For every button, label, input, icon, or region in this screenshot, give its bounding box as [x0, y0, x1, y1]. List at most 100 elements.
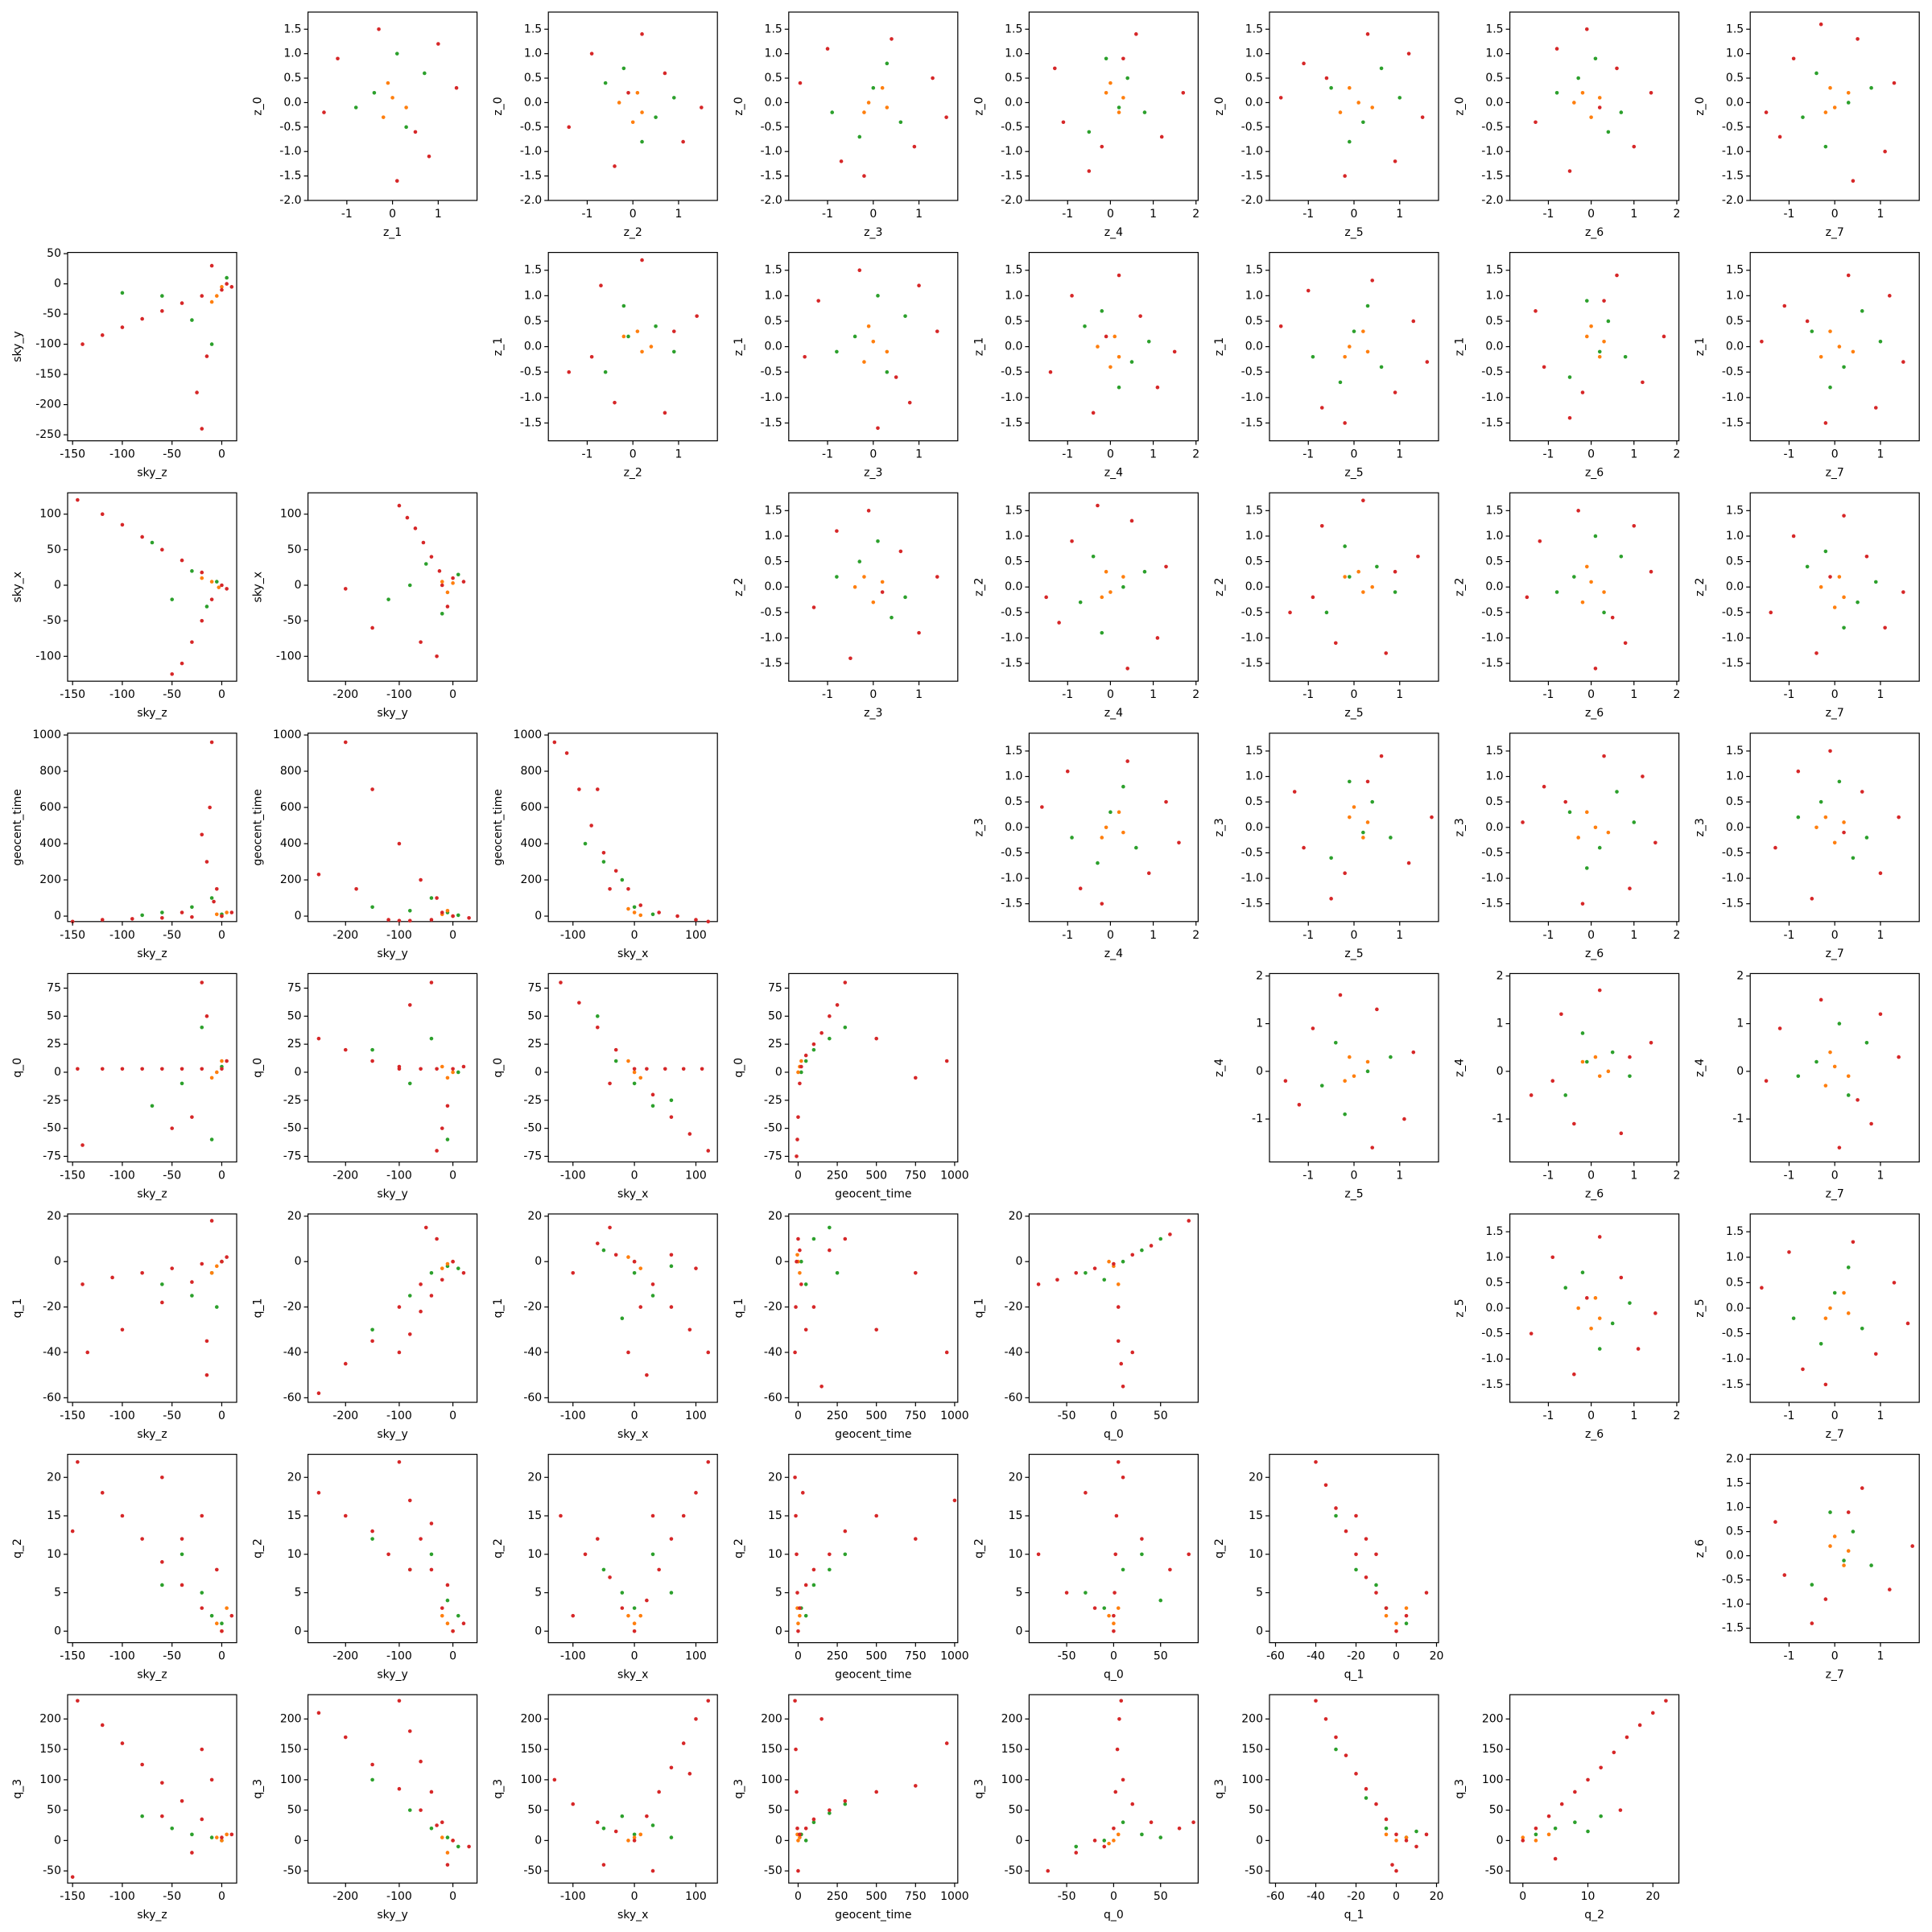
y-tick-label: -50: [764, 1864, 782, 1877]
point: [390, 96, 394, 100]
point: [567, 369, 572, 374]
point: [1146, 871, 1151, 876]
point: [1597, 105, 1602, 109]
point: [1125, 759, 1129, 763]
y-axis-label: z_4: [1694, 1059, 1707, 1077]
point: [1818, 22, 1823, 27]
y-tick-label: -2.0: [1481, 194, 1503, 207]
point: [1593, 534, 1598, 539]
point: [811, 605, 816, 609]
y-tick-label: 2: [1736, 969, 1744, 982]
point: [599, 283, 603, 288]
point: [343, 1047, 348, 1052]
x-tick-label: 750: [905, 1890, 927, 1903]
point: [1087, 130, 1092, 134]
y-tick-label: -1.5: [1241, 898, 1263, 910]
point: [799, 1064, 803, 1069]
y-tick-label: -50: [764, 1122, 782, 1135]
y-tick-label: -1: [1252, 1113, 1263, 1125]
y-tick-label: 0.0: [1005, 96, 1022, 109]
y-tick-label: 50: [527, 1804, 542, 1817]
point: [1810, 1583, 1814, 1587]
y-axis-label: z_0: [972, 97, 985, 115]
axes-frame: [67, 733, 237, 923]
y-tick-label: 50: [287, 1804, 302, 1817]
subplot: -1 0 1 2-2.0-1.5-1.0-0.50.00.51.01.5z_4z_0: [972, 11, 1199, 239]
point: [1791, 534, 1796, 539]
point: [1602, 339, 1606, 344]
point: [1052, 66, 1057, 71]
point: [407, 1498, 412, 1503]
y-axis-label: z_0: [492, 97, 505, 115]
y-tick-label: -1.0: [1481, 631, 1503, 644]
point: [794, 1305, 798, 1309]
y-tick-label: 100: [39, 1773, 61, 1786]
point: [440, 910, 444, 914]
y-tick-label: 1.0: [765, 530, 782, 543]
y-tick-label: -1.0: [760, 391, 782, 404]
point: [1168, 1567, 1172, 1572]
point: [1394, 1868, 1398, 1873]
y-tick-label: 400: [39, 837, 61, 850]
x-tick-label: -1: [1302, 688, 1314, 701]
point: [170, 1126, 175, 1130]
x-tick-label: 0: [1393, 1650, 1400, 1663]
subplot: -1 0 1-1.5-1.0-0.50.00.51.01.5z_7z_1: [1694, 252, 1920, 480]
point: [793, 1475, 797, 1480]
point: [706, 919, 711, 924]
y-axis-label: geocent_time: [252, 789, 265, 865]
y-tick-label: -25: [764, 1094, 782, 1107]
y-tick-label: 0.0: [283, 96, 301, 109]
point: [1597, 1316, 1602, 1320]
point: [1414, 1844, 1418, 1849]
point: [1546, 1814, 1551, 1818]
point: [467, 916, 471, 920]
y-tick-label: 50: [527, 1009, 542, 1022]
y-axis-label: z_1: [1454, 337, 1467, 356]
point: [445, 1621, 450, 1626]
point: [336, 56, 340, 61]
point: [180, 1798, 184, 1803]
y-tick-label: 15: [1249, 1509, 1263, 1522]
point: [1842, 830, 1846, 835]
point: [880, 580, 885, 584]
y-tick-label: 150: [280, 1743, 302, 1756]
point: [1343, 575, 1347, 579]
y-tick-label: 15: [287, 1509, 302, 1522]
point: [214, 887, 219, 891]
y-tick-label: 150: [1241, 1743, 1263, 1756]
x-tick-label: -1: [1062, 688, 1073, 701]
point: [1791, 56, 1796, 61]
point: [825, 47, 830, 51]
x-tick-label: 1000: [940, 1169, 969, 1182]
point: [1108, 590, 1113, 594]
axes-frame: [788, 252, 959, 442]
x-tick-label: 0: [1107, 448, 1114, 461]
subplot: -1 0 1-1.5-1.0-0.50.00.51.01.5z_5z_1: [1213, 252, 1439, 480]
y-axis-label: q_2: [972, 1538, 985, 1558]
x-tick-label: -50: [163, 688, 181, 701]
axes-frame: [1509, 972, 1680, 1163]
point: [1329, 85, 1333, 90]
point: [429, 1036, 434, 1041]
x-tick-label: 1: [1396, 1169, 1403, 1182]
y-tick-label: 0.5: [1485, 315, 1503, 328]
y-axis-label: q_1: [492, 1298, 505, 1319]
point: [595, 1537, 600, 1541]
point: [1113, 1790, 1118, 1794]
point: [386, 80, 390, 85]
point: [1791, 1316, 1796, 1320]
point: [1083, 324, 1087, 328]
x-tick-label: 1: [1396, 448, 1403, 461]
point: [1361, 120, 1365, 125]
y-tick-label: -60: [283, 1391, 302, 1404]
point: [120, 1067, 125, 1071]
point: [1842, 1558, 1846, 1563]
point: [1112, 1621, 1116, 1626]
x-tick-label: 0: [1831, 1169, 1839, 1182]
y-tick-label: 20: [768, 1210, 782, 1223]
